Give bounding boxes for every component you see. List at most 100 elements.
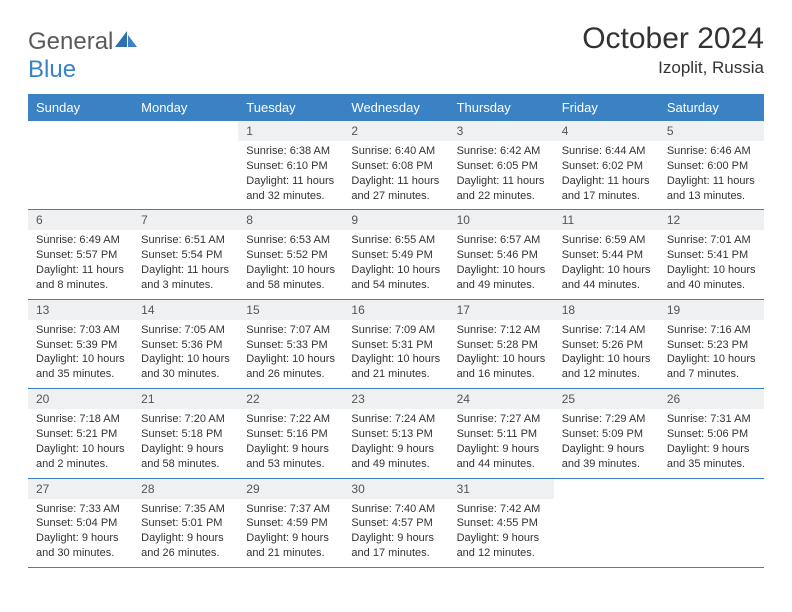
calendar-day-cell: 24Sunrise: 7:27 AMSunset: 5:11 PMDayligh…: [449, 389, 554, 478]
day-details: Sunrise: 6:38 AMSunset: 6:10 PMDaylight:…: [238, 141, 343, 209]
sail-icon: [113, 28, 139, 48]
day-details: Sunrise: 7:37 AMSunset: 4:59 PMDaylight:…: [238, 499, 343, 567]
calendar-day-cell: 20Sunrise: 7:18 AMSunset: 5:21 PMDayligh…: [28, 389, 133, 478]
calendar-empty-cell: [28, 121, 133, 210]
day-number: 9: [343, 210, 448, 230]
day-details: Sunrise: 6:42 AMSunset: 6:05 PMDaylight:…: [449, 141, 554, 209]
calendar-row: 27Sunrise: 7:33 AMSunset: 5:04 PMDayligh…: [28, 478, 764, 567]
calendar-day-cell: 14Sunrise: 7:05 AMSunset: 5:36 PMDayligh…: [133, 299, 238, 388]
weekday-header: Sunday: [28, 94, 133, 121]
day-number: 8: [238, 210, 343, 230]
day-details: Sunrise: 6:49 AMSunset: 5:57 PMDaylight:…: [28, 230, 133, 298]
calendar-day-cell: 1Sunrise: 6:38 AMSunset: 6:10 PMDaylight…: [238, 121, 343, 210]
day-number: 30: [343, 479, 448, 499]
day-number: 17: [449, 300, 554, 320]
calendar-day-cell: 26Sunrise: 7:31 AMSunset: 5:06 PMDayligh…: [659, 389, 764, 478]
day-details: Sunrise: 6:46 AMSunset: 6:00 PMDaylight:…: [659, 141, 764, 209]
day-details: Sunrise: 7:31 AMSunset: 5:06 PMDaylight:…: [659, 409, 764, 477]
day-number: 12: [659, 210, 764, 230]
calendar-day-cell: 7Sunrise: 6:51 AMSunset: 5:54 PMDaylight…: [133, 210, 238, 299]
calendar-day-cell: 10Sunrise: 6:57 AMSunset: 5:46 PMDayligh…: [449, 210, 554, 299]
calendar-day-cell: 25Sunrise: 7:29 AMSunset: 5:09 PMDayligh…: [554, 389, 659, 478]
calendar-day-cell: 13Sunrise: 7:03 AMSunset: 5:39 PMDayligh…: [28, 299, 133, 388]
day-number: 7: [133, 210, 238, 230]
calendar-day-cell: 23Sunrise: 7:24 AMSunset: 5:13 PMDayligh…: [343, 389, 448, 478]
calendar-empty-cell: [133, 121, 238, 210]
calendar-day-cell: 30Sunrise: 7:40 AMSunset: 4:57 PMDayligh…: [343, 478, 448, 567]
day-number: 24: [449, 389, 554, 409]
calendar-day-cell: 18Sunrise: 7:14 AMSunset: 5:26 PMDayligh…: [554, 299, 659, 388]
day-number: 27: [28, 479, 133, 499]
day-number: 1: [238, 121, 343, 141]
location-label: Izoplit, Russia: [582, 58, 764, 78]
day-number: 4: [554, 121, 659, 141]
day-details: Sunrise: 7:42 AMSunset: 4:55 PMDaylight:…: [449, 499, 554, 567]
day-number: 10: [449, 210, 554, 230]
day-number: 3: [449, 121, 554, 141]
weekday-header: Tuesday: [238, 94, 343, 121]
day-details: Sunrise: 7:07 AMSunset: 5:33 PMDaylight:…: [238, 320, 343, 388]
calendar-day-cell: 15Sunrise: 7:07 AMSunset: 5:33 PMDayligh…: [238, 299, 343, 388]
brand-logo: GeneralBlue: [28, 28, 139, 84]
calendar-day-cell: 29Sunrise: 7:37 AMSunset: 4:59 PMDayligh…: [238, 478, 343, 567]
brand-part2: Blue: [28, 56, 76, 83]
day-details: Sunrise: 7:40 AMSunset: 4:57 PMDaylight:…: [343, 499, 448, 567]
day-details: Sunrise: 7:03 AMSunset: 5:39 PMDaylight:…: [28, 320, 133, 388]
calendar-day-cell: 6Sunrise: 6:49 AMSunset: 5:57 PMDaylight…: [28, 210, 133, 299]
day-details: Sunrise: 7:20 AMSunset: 5:18 PMDaylight:…: [133, 409, 238, 477]
weekday-header: Saturday: [659, 94, 764, 121]
calendar-day-cell: 22Sunrise: 7:22 AMSunset: 5:16 PMDayligh…: [238, 389, 343, 478]
calendar-day-cell: 31Sunrise: 7:42 AMSunset: 4:55 PMDayligh…: [449, 478, 554, 567]
calendar-day-cell: 16Sunrise: 7:09 AMSunset: 5:31 PMDayligh…: [343, 299, 448, 388]
day-details: Sunrise: 6:55 AMSunset: 5:49 PMDaylight:…: [343, 230, 448, 298]
calendar-day-cell: 2Sunrise: 6:40 AMSunset: 6:08 PMDaylight…: [343, 121, 448, 210]
day-number: 31: [449, 479, 554, 499]
calendar-empty-cell: [659, 478, 764, 567]
calendar-day-cell: 21Sunrise: 7:20 AMSunset: 5:18 PMDayligh…: [133, 389, 238, 478]
calendar-body: 1Sunrise: 6:38 AMSunset: 6:10 PMDaylight…: [28, 121, 764, 567]
day-number: 20: [28, 389, 133, 409]
day-details: Sunrise: 7:18 AMSunset: 5:21 PMDaylight:…: [28, 409, 133, 477]
calendar-row: 1Sunrise: 6:38 AMSunset: 6:10 PMDaylight…: [28, 121, 764, 210]
day-details: Sunrise: 6:44 AMSunset: 6:02 PMDaylight:…: [554, 141, 659, 209]
day-number: 26: [659, 389, 764, 409]
day-details: Sunrise: 7:01 AMSunset: 5:41 PMDaylight:…: [659, 230, 764, 298]
day-number: 19: [659, 300, 764, 320]
weekday-header: Monday: [133, 94, 238, 121]
day-number: 2: [343, 121, 448, 141]
day-details: Sunrise: 6:53 AMSunset: 5:52 PMDaylight:…: [238, 230, 343, 298]
day-number: 22: [238, 389, 343, 409]
calendar-table: SundayMondayTuesdayWednesdayThursdayFrid…: [28, 94, 764, 568]
day-number: 5: [659, 121, 764, 141]
day-details: Sunrise: 7:24 AMSunset: 5:13 PMDaylight:…: [343, 409, 448, 477]
day-details: Sunrise: 7:05 AMSunset: 5:36 PMDaylight:…: [133, 320, 238, 388]
day-details: Sunrise: 7:12 AMSunset: 5:28 PMDaylight:…: [449, 320, 554, 388]
day-details: Sunrise: 7:29 AMSunset: 5:09 PMDaylight:…: [554, 409, 659, 477]
day-details: Sunrise: 6:59 AMSunset: 5:44 PMDaylight:…: [554, 230, 659, 298]
day-details: Sunrise: 6:40 AMSunset: 6:08 PMDaylight:…: [343, 141, 448, 209]
title-block: October 2024 Izoplit, Russia: [582, 22, 764, 78]
day-details: Sunrise: 7:14 AMSunset: 5:26 PMDaylight:…: [554, 320, 659, 388]
calendar-day-cell: 17Sunrise: 7:12 AMSunset: 5:28 PMDayligh…: [449, 299, 554, 388]
day-number: 11: [554, 210, 659, 230]
month-title: October 2024: [582, 22, 764, 56]
weekday-header: Thursday: [449, 94, 554, 121]
weekday-header-row: SundayMondayTuesdayWednesdayThursdayFrid…: [28, 94, 764, 121]
day-details: Sunrise: 7:35 AMSunset: 5:01 PMDaylight:…: [133, 499, 238, 567]
brand-part1: General: [28, 28, 113, 55]
day-details: Sunrise: 6:51 AMSunset: 5:54 PMDaylight:…: [133, 230, 238, 298]
day-details: Sunrise: 6:57 AMSunset: 5:46 PMDaylight:…: [449, 230, 554, 298]
calendar-day-cell: 4Sunrise: 6:44 AMSunset: 6:02 PMDaylight…: [554, 121, 659, 210]
day-number: 14: [133, 300, 238, 320]
day-details: Sunrise: 7:33 AMSunset: 5:04 PMDaylight:…: [28, 499, 133, 567]
calendar-day-cell: 27Sunrise: 7:33 AMSunset: 5:04 PMDayligh…: [28, 478, 133, 567]
calendar-day-cell: 8Sunrise: 6:53 AMSunset: 5:52 PMDaylight…: [238, 210, 343, 299]
calendar-row: 13Sunrise: 7:03 AMSunset: 5:39 PMDayligh…: [28, 299, 764, 388]
calendar-empty-cell: [554, 478, 659, 567]
day-number: 16: [343, 300, 448, 320]
weekday-header: Friday: [554, 94, 659, 121]
brand-text: GeneralBlue: [28, 28, 139, 84]
calendar-day-cell: 9Sunrise: 6:55 AMSunset: 5:49 PMDaylight…: [343, 210, 448, 299]
day-details: Sunrise: 7:09 AMSunset: 5:31 PMDaylight:…: [343, 320, 448, 388]
day-number: 28: [133, 479, 238, 499]
